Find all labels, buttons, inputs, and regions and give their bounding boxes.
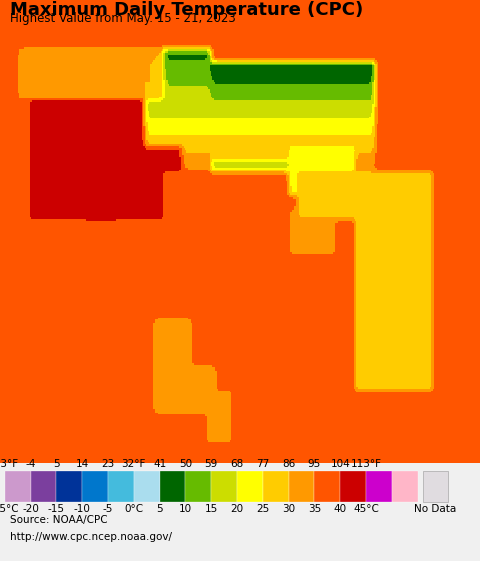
Text: 30: 30 xyxy=(282,504,295,514)
Text: 68: 68 xyxy=(230,459,244,469)
Bar xyxy=(263,471,288,502)
Text: 32°F: 32°F xyxy=(121,459,146,469)
Text: Source: NOAA/CPC: Source: NOAA/CPC xyxy=(10,515,107,525)
Bar xyxy=(288,471,314,502)
Bar xyxy=(237,471,263,502)
Text: -15: -15 xyxy=(48,504,65,514)
Bar xyxy=(314,471,340,502)
Bar xyxy=(392,471,418,502)
Text: 86: 86 xyxy=(282,459,295,469)
Text: -20: -20 xyxy=(22,504,39,514)
Text: http://www.cpc.ncep.noaa.gov/: http://www.cpc.ncep.noaa.gov/ xyxy=(10,532,172,542)
Bar xyxy=(185,471,211,502)
Text: 5: 5 xyxy=(53,459,60,469)
Text: 23: 23 xyxy=(101,459,115,469)
Text: 25: 25 xyxy=(256,504,269,514)
Text: -5: -5 xyxy=(103,504,113,514)
Text: 77: 77 xyxy=(256,459,269,469)
Bar xyxy=(82,471,108,502)
Text: 95: 95 xyxy=(308,459,321,469)
Bar xyxy=(366,471,392,502)
Bar xyxy=(340,471,366,502)
Text: 10: 10 xyxy=(179,504,192,514)
Bar xyxy=(423,471,448,502)
Text: 41: 41 xyxy=(153,459,166,469)
Text: 35: 35 xyxy=(308,504,321,514)
Text: Maximum Daily Temperature (CPC): Maximum Daily Temperature (CPC) xyxy=(10,1,363,19)
Bar xyxy=(108,471,134,502)
Text: 45°C: 45°C xyxy=(353,504,379,514)
Text: 5: 5 xyxy=(156,504,163,514)
Text: No Data: No Data xyxy=(415,504,457,514)
Text: 113°F: 113°F xyxy=(350,459,382,469)
Text: -13°F: -13°F xyxy=(0,459,19,469)
Text: 50: 50 xyxy=(179,459,192,469)
Bar xyxy=(134,471,159,502)
Bar xyxy=(5,471,31,502)
Text: 14: 14 xyxy=(75,459,89,469)
Bar xyxy=(211,471,237,502)
Text: 40: 40 xyxy=(334,504,347,514)
Text: Highest Value from May. 15 - 21, 2023: Highest Value from May. 15 - 21, 2023 xyxy=(10,12,235,25)
Text: 0°C: 0°C xyxy=(124,504,144,514)
Text: -4: -4 xyxy=(25,459,36,469)
Text: 20: 20 xyxy=(230,504,243,514)
Bar xyxy=(31,471,57,502)
Bar xyxy=(159,471,185,502)
Text: -10: -10 xyxy=(74,504,91,514)
Text: 104: 104 xyxy=(330,459,350,469)
Text: 59: 59 xyxy=(204,459,218,469)
Bar xyxy=(57,471,82,502)
Text: 15: 15 xyxy=(204,504,218,514)
Text: -25°C: -25°C xyxy=(0,504,20,514)
